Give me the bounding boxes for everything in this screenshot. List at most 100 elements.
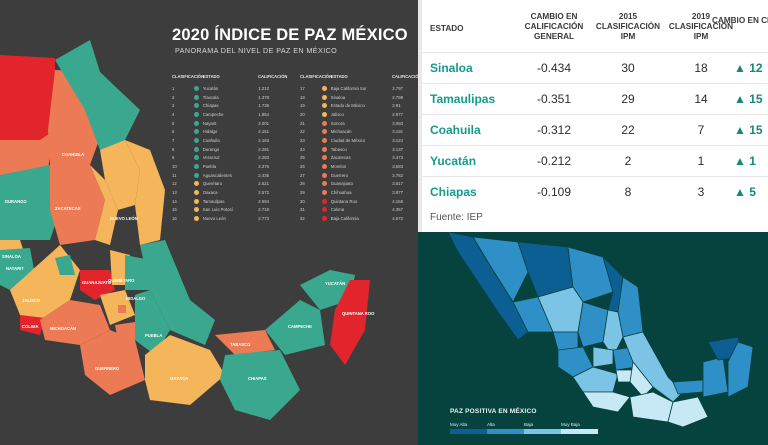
ranking-score: 2.281 <box>258 146 269 152</box>
ranking-state: Tlaxcala <box>202 94 219 100</box>
peace-index-map: COAHUILA NUEVO LEÓN DURANGO ZACATECAS SI… <box>0 40 375 420</box>
ranking-color-dot <box>193 103 199 109</box>
cell-estado: Tamaulipas <box>430 92 496 106</box>
map-label-nayarit: NAYARIT <box>6 266 24 271</box>
pp-qroo <box>727 341 754 398</box>
map-label-chiapas: CHIAPAS <box>248 376 267 381</box>
ranking-state: Aguascalientes <box>202 172 232 178</box>
ranking-row: 20 Jalisco 2.977 <box>300 110 416 119</box>
ranking-state: Tamaulipas <box>202 198 225 204</box>
region-michoacan <box>40 300 110 345</box>
legend-swatch <box>561 429 598 434</box>
header-state: ESTADO <box>330 74 348 79</box>
ranking-table-1: CLASIFICACIÓN ESTADO CALIFICACIÓN 1 Yucat… <box>172 74 287 223</box>
ranking-score: 2.773 <box>258 216 269 222</box>
peace-index-panel: COAHUILA NUEVO LEÓN DURANGO ZACATECAS SI… <box>0 26 418 420</box>
region-chiapas <box>220 350 300 420</box>
region-zacatecas <box>50 165 105 245</box>
ranking-color-dot <box>193 111 199 117</box>
ranking-state: Durango <box>202 146 220 152</box>
ranking-position: 29 <box>300 190 305 196</box>
ranking-row: 15 San Luis Potosí 2.718 <box>172 206 282 215</box>
region-coahuila <box>55 40 140 150</box>
pp-guerrero <box>582 391 631 413</box>
ranking-color-dot <box>193 164 199 170</box>
ranking-row: 7 Coahuila 2.163 <box>172 136 282 145</box>
ranking-score: 2.151 <box>258 129 269 135</box>
region-chihuahua-red <box>0 55 55 140</box>
cell-2015: 29 <box>621 92 635 106</box>
ranking-color-dot <box>193 129 199 135</box>
map-label-hidalgo: HIDALGO <box>126 296 146 301</box>
ranking-change-table: ESTADO CAMBIO EN CALIFICACIÓN GENERAL 20… <box>418 0 768 232</box>
legend-title: PAZ POSITIVA EN MÉXICO <box>450 408 537 415</box>
ranking-row: 29 Chihuahua 3.877 <box>300 188 416 197</box>
ranking-state: Querétaro <box>202 181 223 187</box>
ranking-color-dot <box>321 198 327 204</box>
ranking-row: 28 Guanajuato 3.817 <box>300 180 416 189</box>
ranking-row: 5 Nayarit 2.001 <box>172 119 282 128</box>
ranking-row: 16 Nuevo León 2.773 <box>172 214 282 223</box>
pp-sonora <box>472 236 529 303</box>
map-label-jalisco: JALISCO <box>22 298 41 303</box>
ranking-table-2: CLASIFICACIÓN ESTADO CALIFICACIÓN 17 Baja… <box>300 74 418 223</box>
ranking-score: 3.137 <box>392 146 403 152</box>
ranking-state: Baja California Sur <box>330 85 367 91</box>
ranking-score: 2.521 <box>258 181 269 187</box>
ranking-row: 21 Sonora 3.093 <box>300 119 416 128</box>
ranking-row: 32 Baja California 4.572 <box>300 214 416 223</box>
ranking-state: Ciudad de México <box>330 137 366 143</box>
ranking-color-dot <box>193 146 199 152</box>
ranking-score: 4.357 <box>392 207 403 213</box>
cell-2015: 30 <box>621 61 635 75</box>
ranking-state: Yucatán <box>202 85 219 91</box>
ranking-color-dot <box>193 190 199 196</box>
cell-cambio: -0.312 <box>536 123 572 137</box>
ranking-color-dot <box>193 216 199 222</box>
ranking-header: CLASIFICACIÓN ESTADO CALIFICACIÓN <box>300 74 418 79</box>
positive-peace-map <box>447 232 754 428</box>
ranking-color-dot <box>193 137 199 143</box>
ranking-position: 8 <box>172 146 175 152</box>
legend-bar <box>450 429 598 434</box>
ranking-state: Quintana Roo <box>330 198 358 204</box>
pp-nayarit <box>552 331 579 351</box>
ranking-state: Coahuila <box>202 137 220 143</box>
pp-campeche <box>702 356 729 398</box>
ranking-row: 9 Veracruz 2.283 <box>172 154 282 163</box>
ranking-color-dot <box>321 216 327 222</box>
ranking-score: 3.473 <box>392 155 403 161</box>
ranking-position: 4 <box>172 111 175 117</box>
legend-label-baja: Baja <box>524 422 534 427</box>
ranking-state: Guanajuato <box>330 181 353 187</box>
ranking-position: 11 <box>172 172 177 178</box>
ranking-state: Jalisco <box>330 111 344 117</box>
ranking-position: 1 <box>172 85 175 91</box>
region-guanajuato <box>80 270 115 300</box>
ranking-score: 2.718 <box>258 207 269 213</box>
col-2019: 2019 CLASIFICACIÓN IPM <box>668 12 734 41</box>
map-label-durango: DURANGO <box>5 199 27 204</box>
ranking-position: 21 <box>300 120 305 126</box>
ranking-position: 6 <box>172 129 175 135</box>
region-veracruz <box>140 240 215 345</box>
ranking-score: 1.735 <box>258 103 269 109</box>
region-durango <box>0 165 60 240</box>
ranking-score: 1.378 <box>258 94 269 100</box>
ranking-color-dot <box>321 207 327 213</box>
ranking-state: Oaxaca <box>202 190 218 196</box>
ranking-position: 16 <box>172 216 177 222</box>
map-label-zacatecas: ZACATECAS <box>55 206 81 211</box>
ranking-position: 20 <box>300 111 305 117</box>
ranking-row: 6 Hidalgo 2.151 <box>172 127 282 136</box>
region-hidalgo <box>125 255 150 290</box>
col-2015: 2015 CLASIFICACIÓN IPM <box>595 12 661 41</box>
ranking-row: 3 Chiapas 1.735 <box>172 101 282 110</box>
header-state: ESTADO <box>202 74 220 79</box>
ranking-state: Chiapas <box>202 103 219 109</box>
region-cdmx <box>118 305 126 313</box>
ranking-score: 3.762 <box>392 172 403 178</box>
ranking-color-dot <box>193 120 199 126</box>
region-tamaulipas <box>125 140 165 245</box>
ranking-row: 23 Ciudad de México 3.124 <box>300 136 416 145</box>
